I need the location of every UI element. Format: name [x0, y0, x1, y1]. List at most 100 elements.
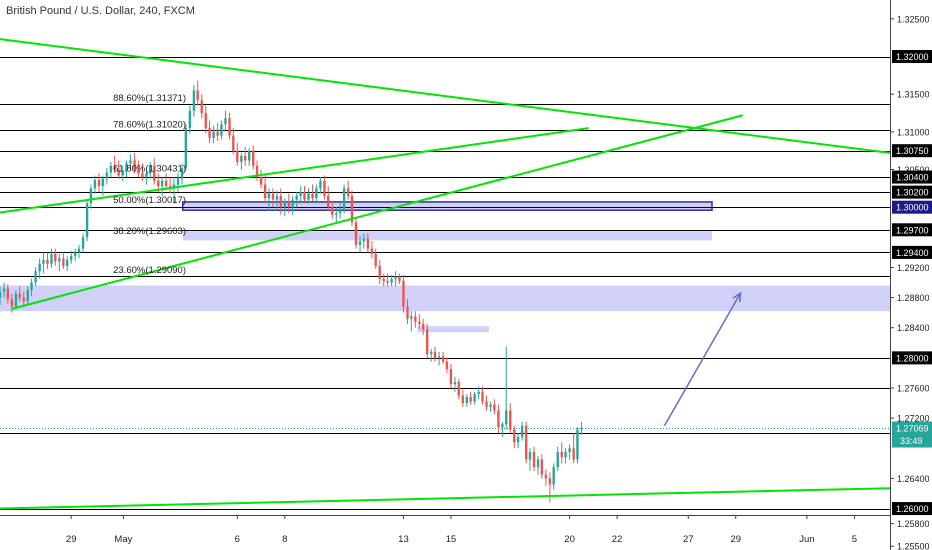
candle[interactable] [172, 177, 176, 204]
candle[interactable] [544, 469, 548, 486]
candle[interactable] [505, 346, 508, 430]
candle[interactable] [552, 463, 555, 490]
candle[interactable] [493, 399, 496, 415]
candle[interactable] [520, 421, 524, 441]
candle[interactable] [6, 284, 10, 304]
candle[interactable] [65, 256, 69, 272]
candle[interactable] [489, 401, 492, 413]
candle[interactable] [315, 184, 318, 204]
candle[interactable] [568, 444, 571, 460]
candle[interactable] [137, 160, 140, 178]
candle[interactable] [168, 177, 172, 194]
candle[interactable] [243, 146, 247, 166]
candle[interactable] [58, 253, 61, 272]
candle[interactable] [14, 290, 18, 309]
trendline[interactable] [0, 127, 589, 214]
candle[interactable] [34, 267, 37, 287]
candle[interactable] [0, 286, 2, 306]
candle[interactable] [382, 273, 385, 287]
candle[interactable] [394, 271, 397, 287]
trendline[interactable] [0, 38, 891, 154]
candle[interactable] [105, 168, 108, 185]
candle[interactable] [255, 160, 259, 181]
candle[interactable] [580, 421, 583, 435]
supply-demand-zone[interactable] [0, 285, 890, 312]
candle[interactable] [287, 193, 291, 214]
last-price-tag[interactable] [892, 421, 932, 448]
candle[interactable] [228, 113, 231, 140]
candle[interactable] [192, 85, 196, 117]
candle[interactable] [374, 248, 377, 269]
trendline[interactable] [0, 487, 891, 510]
candle[interactable] [101, 175, 104, 196]
candle[interactable] [524, 421, 528, 464]
candle[interactable] [370, 241, 374, 259]
projection-arrow-line[interactable] [663, 292, 742, 427]
candle[interactable] [509, 403, 512, 434]
candle[interactable] [224, 110, 227, 131]
candle[interactable] [188, 105, 192, 134]
candle[interactable] [180, 163, 184, 185]
candle[interactable] [263, 173, 267, 204]
candle[interactable] [2, 282, 6, 298]
candle[interactable] [485, 395, 488, 411]
candle[interactable] [283, 198, 286, 217]
candle[interactable] [121, 165, 124, 181]
candle[interactable] [576, 427, 579, 464]
price-tag[interactable] [892, 351, 932, 365]
candle[interactable] [109, 161, 113, 178]
candle[interactable] [232, 128, 235, 155]
candle[interactable] [346, 180, 350, 200]
candle[interactable] [149, 161, 152, 179]
candle[interactable] [248, 148, 251, 166]
candle[interactable] [430, 348, 433, 362]
price-tag[interactable] [892, 245, 932, 259]
candle[interactable] [291, 195, 294, 215]
candle[interactable] [358, 235, 362, 253]
price-tag[interactable] [892, 170, 932, 184]
candle[interactable] [572, 433, 575, 464]
candle[interactable] [362, 233, 366, 249]
price-tag[interactable] [892, 502, 932, 516]
candle[interactable] [469, 391, 472, 405]
candle[interactable] [532, 446, 536, 471]
candle[interactable] [77, 244, 81, 259]
candle[interactable] [453, 376, 457, 392]
candle[interactable] [62, 252, 65, 269]
price-tag[interactable] [892, 200, 932, 214]
candle[interactable] [342, 184, 346, 214]
candle[interactable] [465, 394, 469, 407]
candle[interactable] [311, 184, 314, 202]
candle[interactable] [240, 152, 243, 170]
candle[interactable] [410, 311, 413, 332]
candle[interactable] [200, 94, 203, 119]
candle[interactable] [540, 454, 544, 479]
candle[interactable] [414, 311, 417, 328]
candle[interactable] [216, 122, 219, 141]
supply-demand-zone[interactable] [181, 201, 713, 211]
candle[interactable] [160, 177, 164, 196]
candle[interactable] [42, 252, 45, 274]
candle[interactable] [516, 433, 520, 449]
candle[interactable] [406, 299, 409, 324]
candle[interactable] [556, 446, 559, 471]
supply-demand-zone[interactable] [182, 231, 712, 241]
candle[interactable] [259, 169, 263, 189]
candle[interactable] [564, 448, 567, 464]
candle[interactable] [497, 404, 500, 434]
candle[interactable] [536, 455, 540, 475]
candle[interactable] [46, 252, 49, 269]
candle[interactable] [548, 472, 552, 503]
candle[interactable] [279, 188, 282, 215]
candle[interactable] [398, 273, 401, 285]
candle[interactable] [70, 250, 73, 264]
price-tag[interactable] [892, 223, 932, 237]
candle[interactable] [473, 391, 476, 405]
candle[interactable] [560, 442, 563, 464]
candle[interactable] [501, 421, 504, 437]
candle[interactable] [97, 173, 101, 193]
candle[interactable] [153, 158, 156, 185]
candle[interactable] [426, 323, 429, 358]
candle[interactable] [220, 120, 223, 140]
